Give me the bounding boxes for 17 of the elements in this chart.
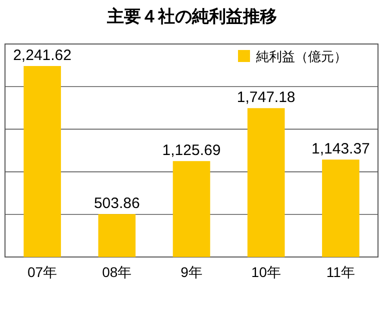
- chart-title: 主要４社の純利益推移: [106, 7, 277, 26]
- x-tick-label: 07年: [28, 264, 58, 280]
- bar: [322, 160, 360, 257]
- data-label: 1,747.18: [236, 89, 296, 106]
- legend-label: 純利益（億元）: [256, 49, 347, 64]
- x-tick-label: 11年: [326, 264, 355, 280]
- bar: [247, 108, 285, 257]
- bar: [98, 214, 136, 257]
- x-tick-label: 08年: [102, 264, 132, 280]
- data-label: 503.86: [94, 195, 140, 212]
- bar: [172, 161, 210, 257]
- data-label: 1,143.37: [312, 140, 370, 158]
- x-tick-label: 10年: [251, 264, 281, 280]
- bar: [24, 66, 61, 257]
- x-tick-label: 9年: [180, 264, 202, 280]
- data-label: 2,241.62: [13, 47, 72, 64]
- data-label: 1,125.69: [162, 142, 221, 160]
